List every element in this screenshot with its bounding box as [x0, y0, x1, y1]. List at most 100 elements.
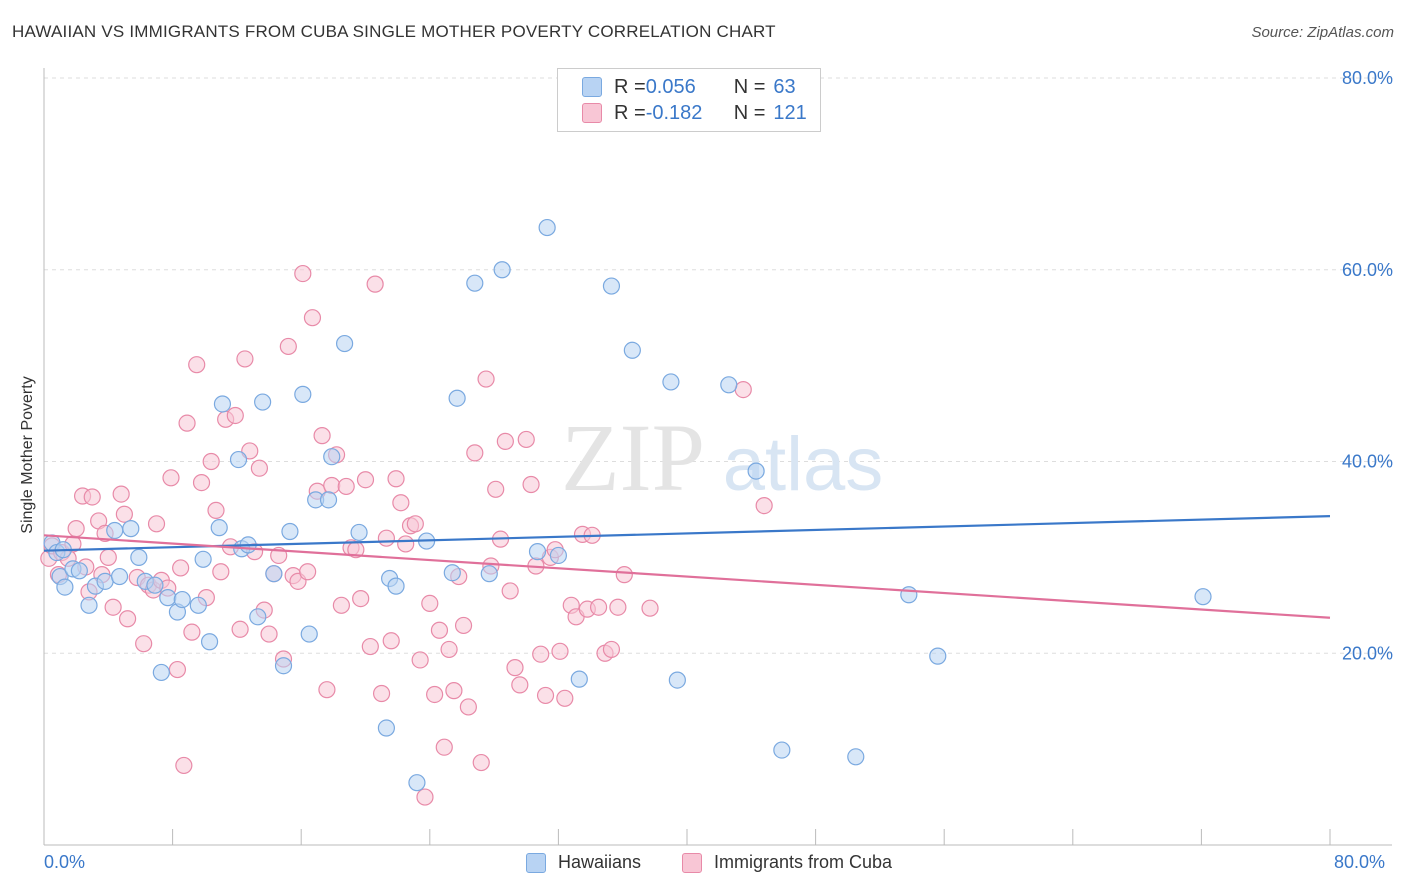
legend-item-hawaiians[interactable]: Hawaiians: [526, 852, 641, 873]
hawaiian-point: [668, 671, 686, 689]
r-key: R =: [614, 101, 646, 124]
hawaiian-point: [56, 578, 74, 596]
hawaiian-point: [493, 261, 511, 279]
cuba-point: [506, 659, 524, 677]
stats-row-hawaiians: R = 0.056 N = 63: [582, 75, 796, 99]
cuba-point: [615, 566, 633, 584]
cuba-point: [313, 427, 331, 445]
cuba-point: [755, 497, 773, 515]
cuba-point: [104, 598, 122, 616]
cuba-point: [602, 640, 621, 659]
cuba-point: [487, 480, 505, 498]
trend-lines: [43, 515, 1331, 619]
x-max-label: 80.0%: [1334, 852, 1386, 872]
hawaiian-point: [747, 462, 765, 480]
n-key: N =: [733, 75, 766, 98]
cuba-point: [440, 640, 458, 659]
hawaiian-point: [210, 519, 228, 537]
source-label: Source: ZipAtlas.com: [1251, 24, 1394, 41]
cuba-point: [260, 625, 278, 643]
watermark: ZIP atlas: [561, 404, 883, 511]
cuba-point: [135, 635, 153, 653]
stats-legend: R = 0.056 N = 63 R = -0.182 N = 121: [557, 68, 821, 132]
cuba-point: [162, 469, 180, 487]
hawaiian-point: [106, 521, 124, 540]
r-key: R =: [614, 75, 646, 98]
hawaiians-trend-line: [43, 515, 1331, 552]
cuba-point: [556, 689, 574, 707]
cuba-point: [372, 684, 391, 703]
cuba-point: [406, 515, 424, 533]
hawaiian-point: [480, 565, 498, 583]
cuba-swatch: [682, 852, 702, 873]
hawaiian-point: [538, 218, 556, 237]
cuba-point: [207, 501, 225, 519]
r-value: 0.056: [645, 75, 696, 98]
hawaiian-point: [929, 647, 947, 665]
cuba-point: [532, 645, 550, 663]
n-value: 63: [773, 75, 796, 98]
hawaiian-point: [146, 576, 164, 594]
stats-row-cuba: R = -0.182 N = 121: [582, 101, 807, 125]
watermark-zip: ZIP: [561, 404, 705, 511]
hawaiian-point: [602, 277, 621, 295]
cuba-point: [421, 594, 439, 612]
cuba-point: [236, 350, 254, 368]
cuba-point: [361, 637, 379, 656]
hawaiian-point: [319, 491, 338, 509]
cuba-point: [147, 515, 166, 533]
cuba-point: [641, 599, 659, 617]
cuba-point: [445, 682, 463, 700]
cuba-swatch: [582, 103, 602, 123]
cuba-point: [392, 494, 410, 512]
hawaiian-point: [443, 564, 461, 582]
hawaiian-point: [213, 395, 232, 413]
hawaiian-point: [466, 274, 484, 292]
cuba-point: [366, 275, 384, 293]
hawaiians-swatch: [526, 852, 546, 873]
hawaiian-point: [408, 774, 426, 792]
cuba-point: [118, 610, 137, 628]
series-legend: Hawaiians Immigrants from Cuba: [0, 852, 1406, 878]
cuba-point: [67, 520, 85, 538]
cuba-point: [496, 432, 514, 450]
hawaiian-point: [294, 385, 312, 403]
hawaiian-point: [350, 523, 368, 542]
hawaiian-point: [336, 334, 354, 353]
hawaiian-point: [122, 520, 140, 538]
hawaiian-point: [377, 719, 395, 737]
hawaiian-point: [662, 373, 680, 391]
cuba-point: [517, 430, 535, 449]
cuba-point: [279, 337, 297, 356]
legend-item-cuba[interactable]: Immigrants from Cuba: [682, 852, 892, 873]
y-tick-label: 60.0%: [1342, 260, 1393, 280]
cuba-point: [466, 444, 484, 462]
hawaiian-point: [773, 741, 791, 759]
y-tick-labels: 20.0% 40.0% 60.0% 80.0%: [1342, 68, 1393, 663]
cuba-point: [430, 621, 449, 639]
cuba-point: [382, 632, 400, 650]
y-tick-label: 40.0%: [1342, 452, 1393, 472]
y-tick-label: 80.0%: [1342, 68, 1393, 88]
hawaiian-point: [528, 543, 547, 561]
cuba-point: [332, 596, 350, 614]
cuba-points: [40, 264, 773, 806]
hawaiian-point: [194, 550, 212, 568]
cuba-point: [212, 563, 230, 581]
cuba-point: [397, 535, 415, 553]
cuba-point: [416, 788, 434, 806]
hawaiian-point: [159, 589, 177, 607]
legend-label: Immigrants from Cuba: [714, 852, 893, 872]
watermark-atlas: atlas: [723, 422, 884, 507]
cuba-point: [411, 651, 429, 669]
hawaiian-point: [900, 586, 918, 604]
cuba-point: [303, 309, 322, 327]
cuba-point: [511, 676, 529, 694]
hawaiian-point: [70, 562, 88, 580]
axes: [43, 68, 1392, 846]
cuba-point: [387, 470, 405, 488]
hawaiian-point: [323, 448, 341, 466]
cuba-point: [175, 756, 193, 775]
cuba-point: [83, 488, 101, 506]
